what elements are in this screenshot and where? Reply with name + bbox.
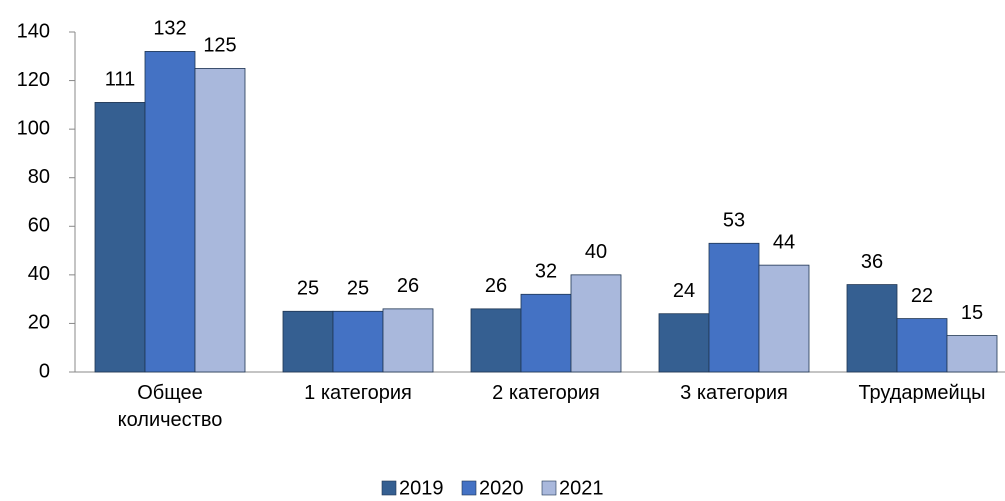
y-tick-label: 20 [28,312,50,334]
x-tick-label: 1 категория [304,382,412,404]
bar [282,310,334,373]
data-label: 15 [961,302,983,324]
data-label: 40 [585,241,607,263]
bar [708,242,760,373]
data-label: 132 [153,18,186,40]
x-tick-label-box: 1 категория [304,382,412,404]
legend-label: 2019 [399,477,444,499]
data-label: 53 [723,210,745,232]
x-tick-label-box: 3 категория [680,382,788,404]
data-label: 44 [773,231,795,253]
bar [896,318,948,373]
data-label: 36 [861,251,883,273]
data-label: 26 [397,275,419,297]
data-label: 24 [673,280,695,302]
y-tick-label: 100 [17,117,50,139]
x-tick-label: 3 категория [680,382,788,404]
legend-label: 2021 [559,477,604,499]
bar [570,274,622,373]
data-label: 25 [297,278,319,300]
x-tick-label-box: Общее количество [117,382,223,431]
x-tick-label: Общее количество [117,382,223,431]
bar [658,313,710,373]
data-label: 26 [485,275,507,297]
y-tick-label: 40 [28,263,50,285]
bar [332,310,384,373]
x-tick-label-box: Трудармейцы [858,382,986,404]
y-tick-label: 120 [17,69,50,91]
legend-label: 2020 [479,477,524,499]
y-tick-label: 140 [17,20,50,42]
x-tick-label: 2 категория [492,382,600,404]
legend-swatch [541,480,557,496]
bar [382,308,434,373]
y-tick-label: 80 [28,166,50,188]
data-label: 111 [105,69,135,91]
x-tick-label: Трудармейцы [858,382,986,404]
legend-swatch [461,480,477,496]
data-label: 125 [203,35,236,57]
bar [144,51,196,373]
bar [758,264,810,373]
legend-swatch [381,480,397,496]
bar [520,293,572,373]
bar [470,308,522,373]
data-label: 22 [911,285,933,307]
y-tick-label: 60 [28,215,50,237]
bar [194,68,246,373]
bar [946,335,998,373]
x-tick-label-box: 2 категория [492,382,600,404]
y-tick-label: 0 [39,360,50,382]
bar [94,102,146,373]
bar [846,284,898,373]
data-label: 32 [535,261,557,283]
data-label: 25 [347,278,369,300]
